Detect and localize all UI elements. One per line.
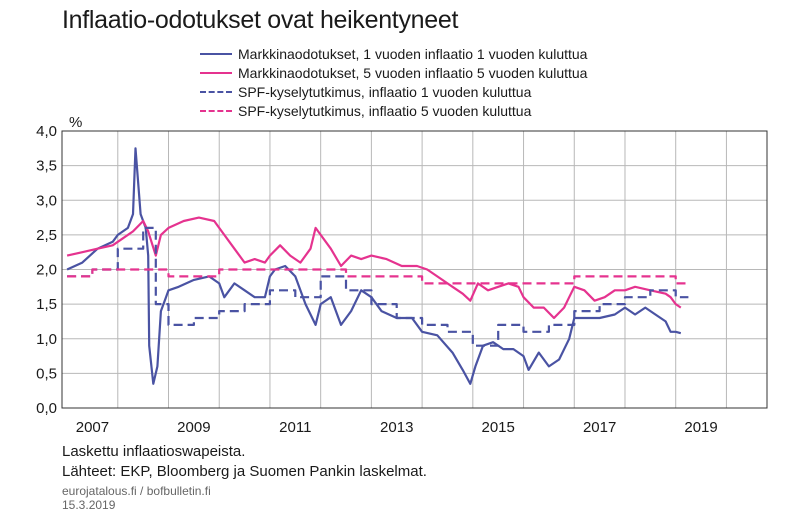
x-tick-label: 2015 xyxy=(481,419,514,436)
footer-note: Laskettu inflaatioswapeista. xyxy=(62,443,246,460)
y-tick-label: 0,5 xyxy=(36,365,57,382)
x-tick-label: 2007 xyxy=(76,419,109,436)
y-tick-label: 0,0 xyxy=(36,400,57,417)
legend-item-market-1y: Markkinaodotukset, 1 vuoden inflaatio 1 … xyxy=(200,44,587,63)
y-axis-unit: % xyxy=(69,114,83,131)
plot-area-border xyxy=(61,130,768,409)
legend-swatch-blue-solid xyxy=(200,52,232,55)
x-tick-label: 2013 xyxy=(380,419,413,436)
y-tick-label: 4,0 xyxy=(36,123,57,140)
x-tick-label: 2011 xyxy=(279,419,311,436)
y-tick-label: 3,5 xyxy=(36,158,57,175)
footer-sources: Lähteet: EKP, Bloomberg ja Suomen Pankin… xyxy=(62,463,427,480)
x-tick-label: 2019 xyxy=(684,419,717,436)
chart-legend: Markkinaodotukset, 1 vuoden inflaatio 1 … xyxy=(200,44,587,120)
series-line xyxy=(66,216,682,320)
legend-item-spf-5y: SPF-kyselytutkimus, inflaatio 5 vuoden k… xyxy=(200,101,587,120)
series-line xyxy=(67,268,689,285)
legend-swatch-pink-dashed xyxy=(200,109,232,112)
y-tick-label: 3,0 xyxy=(36,192,57,209)
y-tick-label: 2,0 xyxy=(36,262,57,279)
series-line xyxy=(67,226,689,347)
x-tick-label: 2009 xyxy=(177,419,210,436)
x-tick-label: 2017 xyxy=(583,419,616,436)
y-tick-label: 1,0 xyxy=(36,331,57,348)
y-tick-label: 2,5 xyxy=(36,227,57,244)
legend-label: Markkinaodotukset, 5 vuoden inflaatio 5 … xyxy=(238,64,588,81)
legend-item-market-5y: Markkinaodotukset, 5 vuoden inflaatio 5 … xyxy=(200,63,587,82)
legend-label: Markkinaodotukset, 1 vuoden inflaatio 1 … xyxy=(238,45,588,62)
chart-title: Inflaatio-odotukset ovat heikentyneet xyxy=(62,6,459,34)
legend-swatch-blue-dashed xyxy=(200,90,232,93)
legend-item-spf-1y: SPF-kyselytutkimus, inflaatio 1 vuoden k… xyxy=(200,82,587,101)
series-line xyxy=(66,147,682,385)
legend-label: SPF-kyselytutkimus, inflaatio 1 vuoden k… xyxy=(238,83,532,100)
legend-swatch-pink-solid xyxy=(200,71,232,74)
footer-url: eurojatalous.fi / bofbulletin.fi xyxy=(62,484,211,498)
y-tick-label: 1,5 xyxy=(36,296,57,313)
legend-label: SPF-kyselytutkimus, inflaatio 5 vuoden k… xyxy=(238,102,532,119)
footer-date: 15.3.2019 xyxy=(62,498,116,512)
